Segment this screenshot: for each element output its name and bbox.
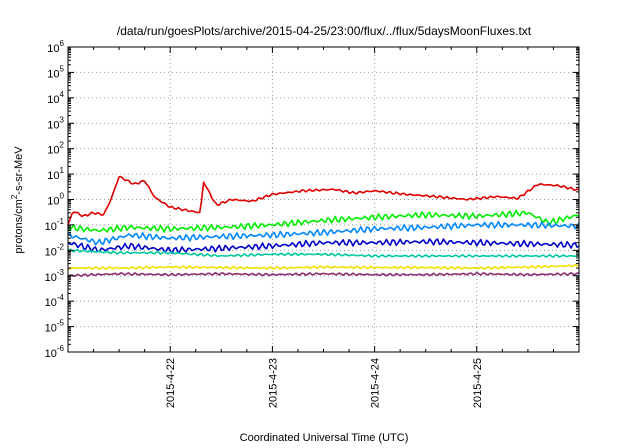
y-tick-label-exp: -4	[57, 293, 65, 302]
y-tick-label-base: 10	[47, 145, 59, 157]
y-tick-label-exp: -1	[57, 217, 65, 226]
y-tick-label-base: 10	[45, 323, 57, 335]
y-tick-label-base: 10	[45, 297, 57, 309]
y-tick-label-base: 10	[47, 119, 59, 131]
series-line-3	[67, 220, 580, 246]
y-tick-label-base: 10	[47, 170, 59, 182]
y-tick-label-base: 10	[47, 43, 59, 55]
y-tick-label-exp: 5	[60, 64, 65, 73]
x-axis-title: Coordinated Universal Time (UTC)	[240, 432, 409, 444]
series-line-1	[67, 175, 580, 226]
y-tick-label-exp: -2	[57, 242, 65, 251]
y-tick-label-exp: 2	[60, 141, 65, 150]
x-tick-label: 2015-4-25	[472, 358, 484, 408]
y-tick-label-base: 10	[47, 68, 59, 80]
y-tick-label-exp: -3	[57, 268, 65, 277]
x-tick-label-group: 2015-4-23	[267, 358, 279, 408]
chart-title: /data/run/goesPlots/archive/2015-04-25/2…	[117, 24, 532, 38]
y-tick-label: 100	[47, 192, 64, 208]
y-tick-label: 105	[47, 64, 64, 80]
y-tick-label-exp: 4	[60, 90, 65, 99]
y-tick-label-base: 10	[45, 221, 57, 233]
tick-layer: 2015-4-22 2015-4-23 2015-4-24 2015-4-2510-6…	[45, 39, 579, 408]
y-tick-label: 104	[47, 90, 64, 106]
y-axis-label-main: protons/cm	[13, 199, 25, 253]
series-line-2	[67, 209, 580, 233]
y-tick-label: 10-3	[45, 268, 65, 284]
y-axis-label-sup: 2	[10, 194, 19, 199]
x-tick-label: 2015-4-23	[267, 358, 279, 408]
y-tick-label-base: 10	[45, 272, 57, 284]
y-tick-label: 10-5	[45, 319, 65, 335]
y-tick-label: 101	[47, 166, 64, 182]
y-tick-label-exp: 0	[60, 192, 65, 201]
y-tick-label: 10-1	[45, 217, 65, 233]
y-tick-label: 10-6	[45, 344, 65, 360]
grid-lines	[68, 47, 579, 352]
svg-text:protons/cm2-s-sr-MeV: protons/cm2-s-sr-MeV	[10, 146, 25, 254]
series-layer	[67, 175, 580, 278]
y-tick-label-exp: 1	[60, 166, 65, 175]
y-tick-label-base: 10	[47, 196, 59, 208]
y-axis-title: protons/cm2-s-sr-MeV	[10, 146, 25, 254]
x-tick-label: 2015-4-24	[370, 358, 382, 408]
y-tick-label: 10-2	[45, 242, 65, 258]
y-tick-label: 103	[47, 115, 64, 131]
y-tick-label-base: 10	[45, 348, 57, 360]
series-line-6	[67, 263, 580, 271]
x-tick-label-group: 2015-4-25	[472, 358, 484, 408]
y-tick-label: 106	[47, 39, 64, 55]
series-line-7	[67, 271, 580, 278]
y-tick-label: 10-4	[45, 293, 65, 309]
y-tick-label-exp: 6	[60, 39, 65, 48]
y-tick-label-base: 10	[47, 94, 59, 106]
y-tick-label-base: 10	[45, 246, 57, 258]
y-tick-label-exp: -5	[57, 319, 65, 328]
y-tick-label-exp: -6	[57, 344, 65, 353]
y-tick-label: 102	[47, 141, 64, 157]
y-tick-label-exp: 3	[60, 115, 65, 124]
x-tick-label-group: 2015-4-22	[165, 358, 177, 408]
y-axis-label-rest: -s-sr-MeV	[13, 146, 25, 195]
series-line-5	[67, 248, 580, 259]
series-line-4	[67, 238, 580, 255]
x-tick-label-group: 2015-4-24	[370, 358, 382, 408]
x-tick-label: 2015-4-22	[165, 358, 177, 408]
